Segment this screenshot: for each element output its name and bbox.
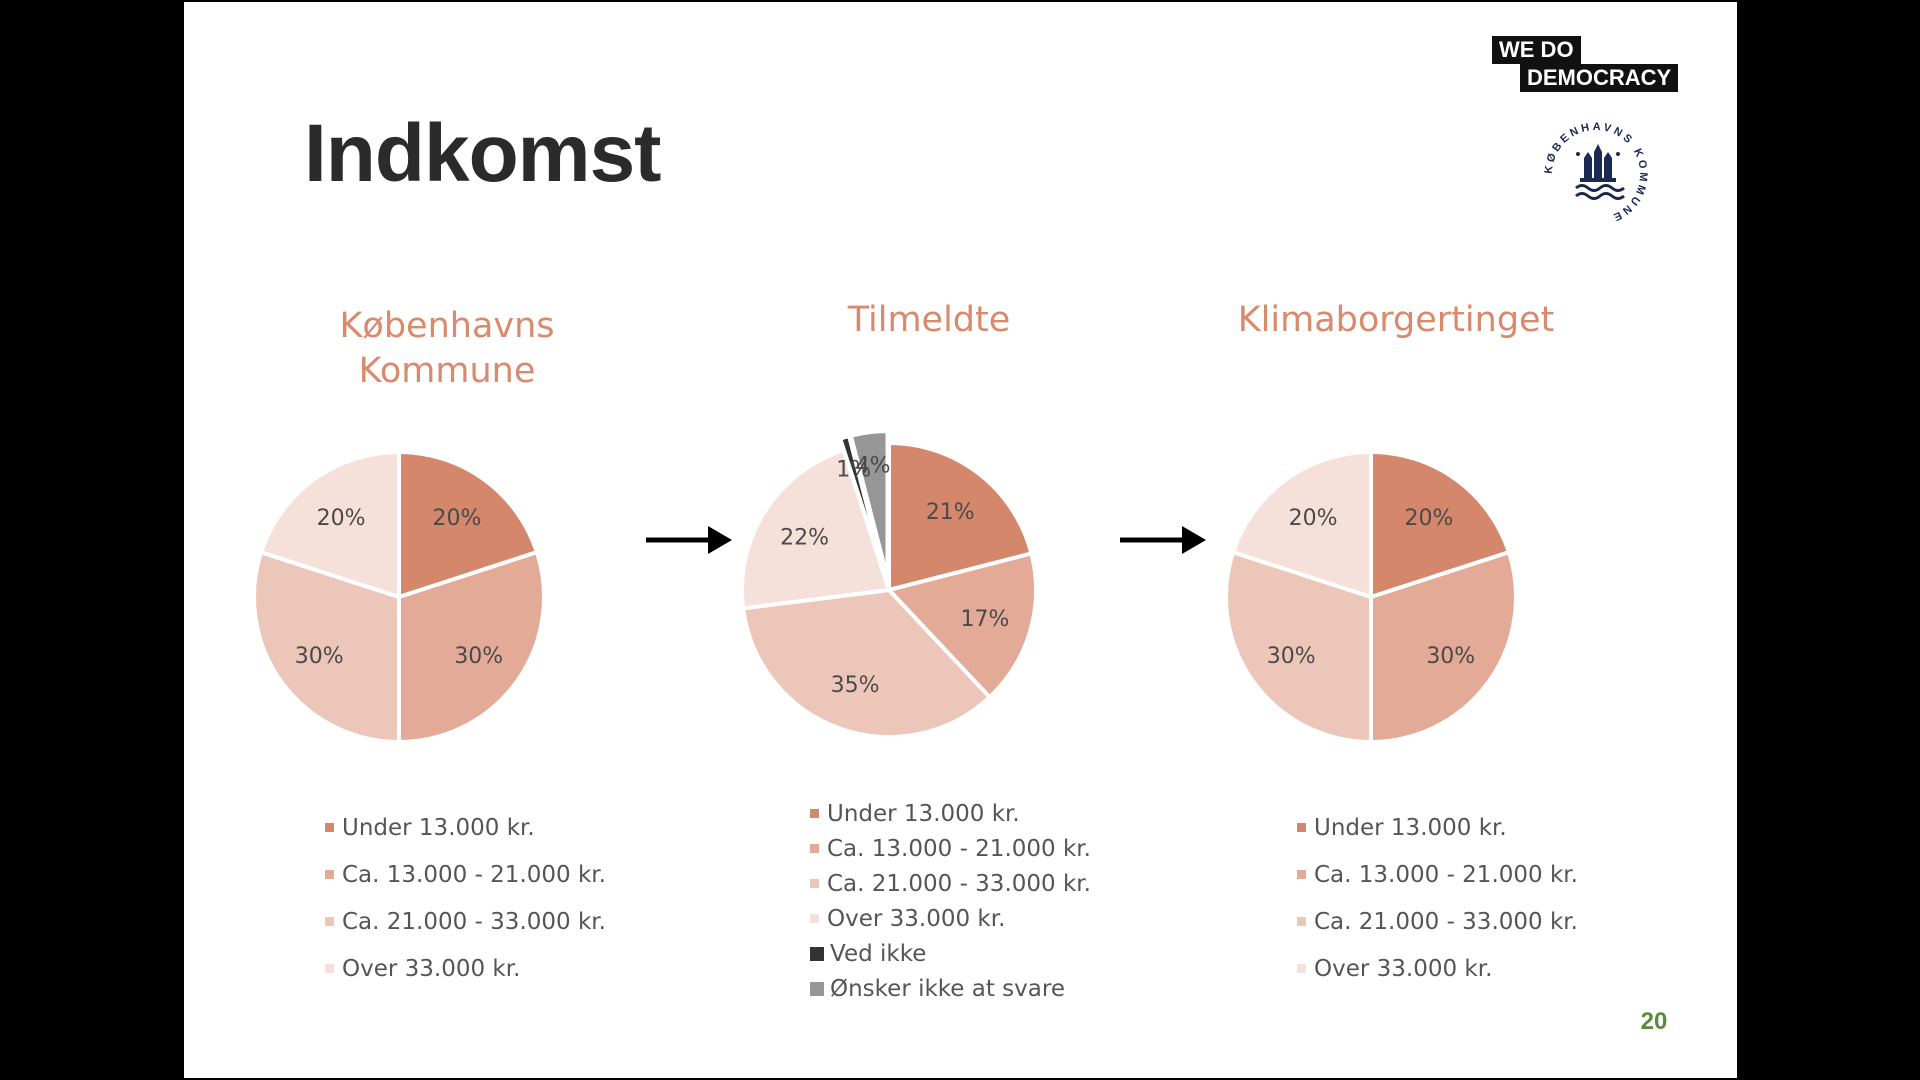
legend-kobenhavns-kommune: Under 13.000 kr. Ca. 13.000 - 21.000 kr. C… — [325, 804, 606, 992]
legend-swatch — [1297, 823, 1306, 832]
legend-klimaborgertinget: Under 13.000 kr. Ca. 13.000 - 21.000 kr. C… — [1297, 804, 1578, 992]
pie-slice-over-33-000-kr — [740, 447, 892, 611]
pie-data-label: 17% — [961, 607, 1010, 632]
legend-swatch — [1297, 917, 1306, 926]
legend-item-ca-21-000-33-000-kr: Ca. 21.000 - 33.000 kr. — [325, 898, 606, 945]
legend-item-over-33-000-kr: Over 33.000 kr. — [1297, 945, 1578, 992]
legend-swatch — [1297, 964, 1306, 973]
legend-swatch — [325, 917, 334, 926]
chart-title-tilmeldte: Tilmeldte — [719, 298, 1139, 343]
pie-data-label: 30% — [1426, 644, 1475, 669]
pie-chart-kobenhavns-kommune: 20% 30% 30% 20% — [252, 449, 546, 745]
legend-label: Ca. 13.000 - 21.000 kr. — [342, 861, 606, 888]
legend-item-ca-13-000-21-000-kr: Ca. 13.000 - 21.000 kr. — [1297, 851, 1578, 898]
legend-item-ca-13-000-21-000-kr: Ca. 13.000 - 21.000 kr. — [810, 831, 1091, 866]
pie-slice-ca-13-000-21-000-kr — [885, 551, 1038, 700]
pie-slice-over-33-000-kr — [258, 449, 401, 600]
chart-title-kobenhavns-kommune: Københavns Kommune — [237, 304, 657, 394]
legend-swatch — [325, 870, 334, 879]
pie-data-label: 22% — [780, 525, 829, 550]
legend-label: Ca. 13.000 - 21.000 kr. — [827, 835, 1091, 862]
legend-swatch — [810, 946, 824, 961]
pie-slice-under-13-000-kr — [1369, 449, 1512, 600]
pie-data-label: 20% — [1289, 506, 1338, 531]
pie-data-label: 20% — [317, 506, 366, 531]
legend-label: Ønsker ikke at svare — [830, 975, 1065, 1002]
legend-item-under-13-000-kr: Under 13.000 kr. — [1297, 804, 1578, 851]
pie-slice-ca-21-000-33-000-kr — [1224, 549, 1373, 745]
pie-data-label: 4% — [856, 454, 891, 479]
pie-slice-ca-21-000-33-000-kr — [740, 587, 993, 739]
pie-data-label: 30% — [1267, 644, 1316, 669]
pie-slice-under-13-000-kr — [397, 449, 540, 600]
legend-swatch — [810, 809, 819, 818]
legend-swatch — [810, 879, 819, 888]
legend-label: Ved ikke — [830, 940, 927, 967]
chart-title-line-1: Tilmeldte — [847, 300, 1011, 340]
pie-data-label: 30% — [295, 644, 344, 669]
pie-slice-ca-13-000-21-000-kr — [1369, 549, 1518, 745]
legend-item-ved-ikke: Ved ikke — [810, 936, 1091, 971]
pie-data-label: 35% — [831, 673, 880, 698]
legend-label: Ca. 21.000 - 33.000 kr. — [1314, 908, 1578, 935]
legend-item-over-33-000-kr: Over 33.000 kr. — [325, 945, 606, 992]
slide-title: Indkomst — [304, 108, 661, 199]
legend-swatch — [325, 823, 334, 832]
legend-swatch — [810, 914, 819, 923]
legend-label: Under 13.000 kr. — [1314, 814, 1507, 841]
kobenhavns-kommune-logo-icon: KØBENHAVNS KOMMUNE — [1543, 121, 1647, 224]
legend-label: Over 33.000 kr. — [827, 905, 1006, 932]
pie-slice-nsker-ikke-at-svare — [848, 429, 890, 579]
pie-slice-over-33-000-kr — [1230, 449, 1373, 600]
pie-data-label: 20% — [1405, 506, 1454, 531]
legend-label: Under 13.000 kr. — [827, 800, 1020, 827]
pie-chart-klimaborgertinget: 20% 30% 30% 20% — [1224, 449, 1518, 745]
legend-item-nsker-ikke-at-svare: Ønsker ikke at svare — [810, 971, 1091, 1006]
legend-label: Ca. 21.000 - 33.000 kr. — [827, 870, 1091, 897]
arrow-right-icon — [646, 526, 732, 554]
legend-label: Over 33.000 kr. — [1314, 955, 1493, 982]
legend-item-under-13-000-kr: Under 13.000 kr. — [325, 804, 606, 851]
legend-item-ca-21-000-33-000-kr: Ca. 21.000 - 33.000 kr. — [1297, 898, 1578, 945]
pie-chart-tilmeldte: 21% 17% 35% 22% 1%4% — [740, 429, 1038, 739]
pie-data-label: 20% — [433, 506, 482, 531]
pie-slice-under-13-000-kr — [887, 440, 1034, 593]
pie-data-label: 1% — [836, 458, 871, 483]
pie-data-label: 21% — [926, 500, 975, 525]
legend-label: Under 13.000 kr. — [342, 814, 535, 841]
chart-title-line-2: Kommune — [358, 351, 536, 391]
pie-slice-ca-21-000-33-000-kr — [252, 549, 401, 745]
legend-swatch — [325, 964, 334, 973]
chart-title-klimaborgertinget: Klimaborgertinget — [1186, 298, 1606, 343]
legend-item-under-13-000-kr: Under 13.000 kr. — [810, 796, 1091, 831]
chart-title-line-1: Københavns — [339, 306, 555, 346]
slide: Indkomst WE DO DEMOCRACY KØBENHAVNS KOMM… — [184, 2, 1737, 1078]
page-number: 20 — [1640, 1008, 1668, 1035]
legend-label: Ca. 21.000 - 33.000 kr. — [342, 908, 606, 935]
legend-item-ca-13-000-21-000-kr: Ca. 13.000 - 21.000 kr. — [325, 851, 606, 898]
legend-swatch — [1297, 870, 1306, 879]
legend-label: Ca. 13.000 - 21.000 kr. — [1314, 861, 1578, 888]
logo-line-2: DEMOCRACY — [1520, 64, 1679, 92]
pie-data-label: 30% — [454, 644, 503, 669]
chart-title-line-1: Klimaborgertinget — [1237, 300, 1555, 340]
legend-swatch — [810, 981, 824, 996]
legend-label: Over 33.000 kr. — [342, 955, 521, 982]
arrow-right-icon — [1120, 526, 1206, 554]
legend-item-over-33-000-kr: Over 33.000 kr. — [810, 901, 1091, 936]
pie-slice-ca-13-000-21-000-kr — [397, 549, 546, 745]
logo-line-1: WE DO — [1492, 36, 1581, 64]
legend-tilmeldte: Under 13.000 kr. Ca. 13.000 - 21.000 kr. C… — [810, 796, 1091, 1006]
legend-swatch — [810, 844, 819, 853]
legend-item-ca-21-000-33-000-kr: Ca. 21.000 - 33.000 kr. — [810, 866, 1091, 901]
we-do-democracy-logo: WE DO DEMOCRACY — [1492, 36, 1700, 98]
